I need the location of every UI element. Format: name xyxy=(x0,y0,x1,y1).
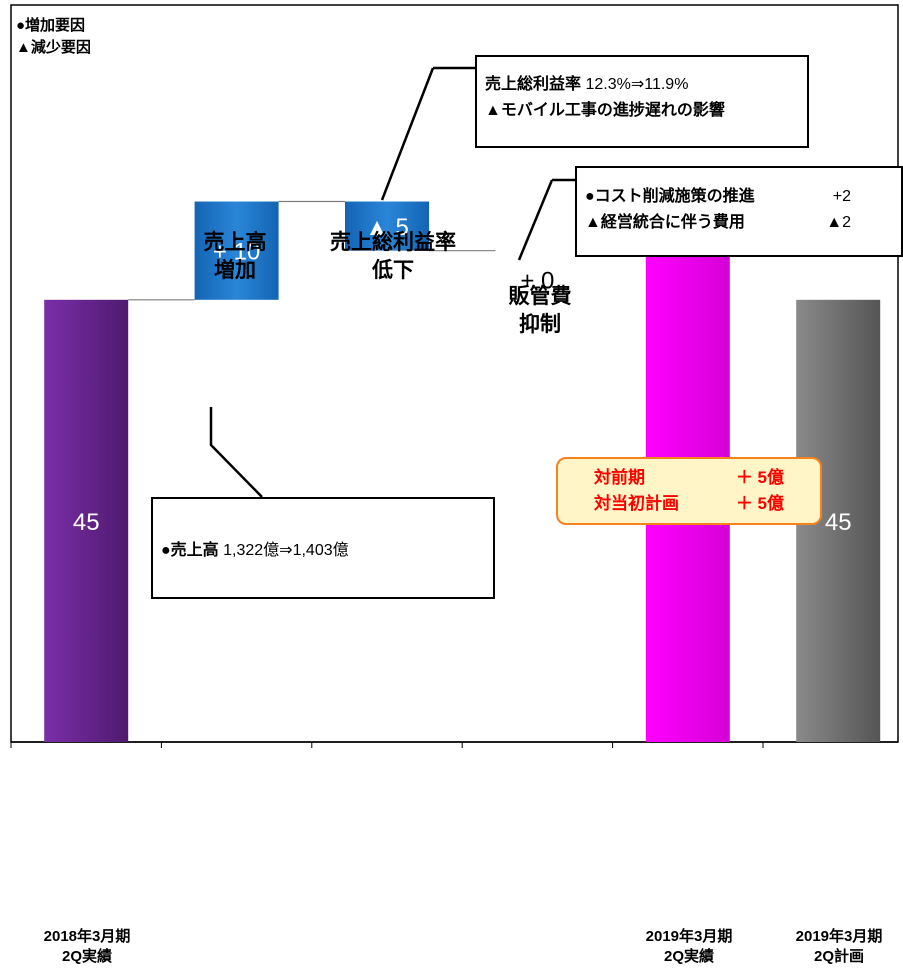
callout-sga-row2-value: ▲2 xyxy=(826,214,851,231)
step-label-sga: 販管費 抑制 xyxy=(508,285,572,336)
highlight-row2-value: ＋ 5億 xyxy=(735,494,784,513)
legend-increase: ●増加要因 xyxy=(16,17,86,34)
bar-label-plan: 45 xyxy=(825,509,852,536)
legend-decrease: ▲減少要因 xyxy=(16,39,91,56)
bar-sales xyxy=(194,201,279,300)
bar-label-start: 45 xyxy=(73,509,100,536)
bar-label-sga: + 0 xyxy=(520,268,554,295)
callout-sales: ●売上高 1,322億⇒1,403億 xyxy=(151,497,495,599)
callout-sales-title: ●売上高 xyxy=(161,542,219,559)
comparison-highlight: 対前期 ＋ 5億 対当初計画 ＋ 5億 xyxy=(556,457,822,525)
callout-margin: 売上総利益率 12.3%⇒11.9% ▲モバイル工事の進捗遅れの影響 xyxy=(475,55,809,148)
callout-margin-value: 12.3%⇒11.9% xyxy=(585,76,689,93)
callout-leader-margin-diag xyxy=(380,67,435,201)
highlight-row1-label: 対前期 xyxy=(594,468,645,487)
callout-sales-value: 1,322億⇒1,403億 xyxy=(223,542,349,559)
callout-sga-row2-label: ▲経営統合に伴う費用 xyxy=(585,214,745,231)
highlight-row2-label: 対当初計画 xyxy=(594,494,679,513)
callout-margin-title: 売上総利益率 xyxy=(485,76,582,93)
callout-leader-sga-diag xyxy=(517,179,554,261)
bar-margin xyxy=(345,201,429,251)
x-label-actual: 2019年3月期 2Q実績 xyxy=(645,928,733,965)
callout-sga-row1-label: ●コスト削減施策の推進 xyxy=(585,188,755,205)
callout-sga-row1-value: +2 xyxy=(832,188,851,205)
x-label-start: 2018年3月期 2Q実績 xyxy=(43,928,131,965)
step-label-margin: 売上総利益率 低下 xyxy=(330,231,456,282)
callout-leader-sales xyxy=(209,407,263,498)
bar-label-margin: ▲ 5 xyxy=(365,214,409,241)
x-label-plan: 2019年3月期 2Q計画 xyxy=(795,928,883,965)
step-label-sales: 売上高 増加 xyxy=(203,231,267,282)
callout-sga: ●コスト削減施策の推進 +2 ▲経営統合に伴う費用 ▲2 xyxy=(575,166,903,257)
bar-start xyxy=(44,299,129,742)
highlight-row1-value: ＋ 5億 xyxy=(735,468,784,487)
callout-margin-line2: ▲モバイル工事の進捗遅れの影響 xyxy=(485,102,725,119)
bar-label-sales: + 10 xyxy=(213,239,260,266)
